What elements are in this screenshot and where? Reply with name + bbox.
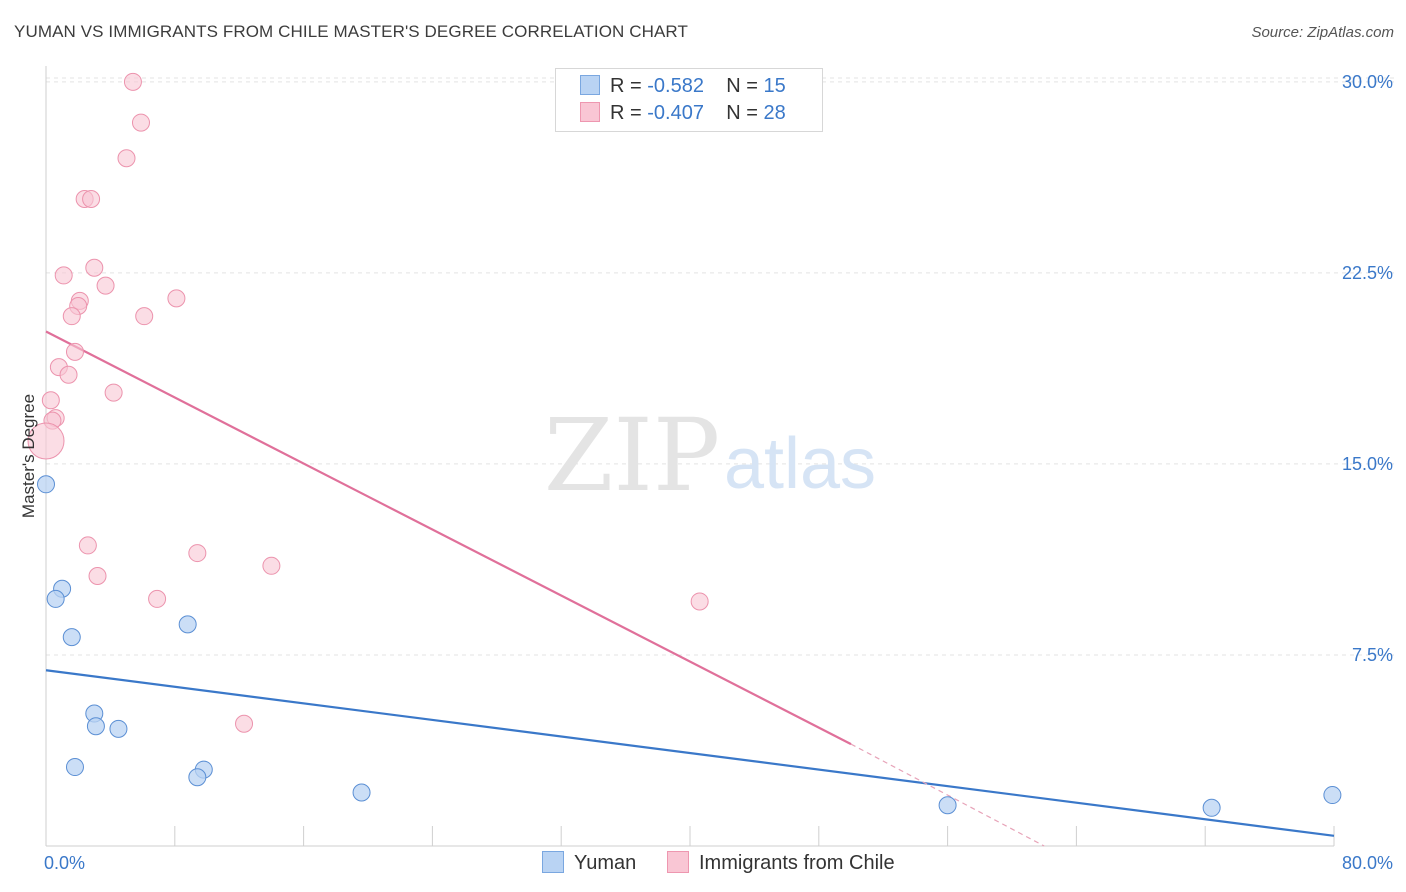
x-tick-label: 80.0%	[1342, 853, 1393, 873]
yuman-trend-line	[45, 669, 1335, 837]
chile-point	[62, 307, 81, 326]
yuman-point	[1202, 798, 1221, 817]
chile-point	[117, 149, 136, 168]
chile-point	[262, 556, 281, 575]
chile-point	[135, 307, 154, 326]
yuman-point	[1323, 786, 1342, 805]
yuman-legend-swatch	[542, 851, 564, 873]
yuman-point	[178, 615, 197, 634]
chile-trend-extension	[850, 743, 1045, 847]
yuman-r-value: -0.582	[647, 75, 704, 97]
yuman-legend-label: Yuman	[574, 852, 637, 874]
y-tick-label: 30.0%	[1342, 72, 1393, 92]
chile-point	[690, 592, 709, 611]
chile-point	[123, 72, 142, 91]
chile-point	[82, 190, 101, 209]
yuman-point	[352, 783, 371, 802]
y-axis-title: Master's Degree	[19, 394, 38, 518]
label-layer: 7.5% 15.0% 22.5% 30.0% 0.0% 80.0% Master's Deg…	[19, 72, 1393, 873]
chile-point	[88, 566, 107, 585]
yuman-point	[65, 758, 84, 777]
chile-legend-label: Immigrants from Chile	[699, 852, 895, 874]
yuman-point	[62, 628, 81, 647]
chile-point	[235, 714, 254, 733]
chile-point	[65, 342, 84, 361]
chile-point	[78, 536, 97, 555]
chile-point	[41, 391, 60, 410]
chart-title: YUMAN VS IMMIGRANTS FROM CHILE MASTER'S …	[14, 22, 688, 41]
source-credit: Source: ZipAtlas.com	[1251, 24, 1394, 41]
chile-swatch	[580, 102, 600, 122]
chile-point	[85, 258, 104, 277]
r-label: R =	[610, 75, 642, 97]
y-tick-label: 15.0%	[1342, 454, 1393, 474]
watermark: ZIP atlas	[544, 397, 876, 514]
point-layer	[27, 72, 1342, 817]
chile-point	[148, 589, 167, 608]
chile-point	[59, 365, 78, 384]
chile-trend-line	[45, 330, 852, 746]
n-label: N =	[726, 75, 758, 97]
chile-point	[27, 422, 65, 460]
watermark-atlas: atlas	[724, 424, 876, 504]
yuman-point	[938, 796, 957, 815]
series-legend-yuman[interactable]: Yuman	[542, 851, 636, 875]
yuman-swatch	[580, 75, 600, 95]
stats-legend-row-chile: R = -0.407 N = 28	[580, 102, 786, 128]
x-tick-label: 0.0%	[44, 853, 85, 873]
stats-legend-row-yuman: R = -0.582 N = 15	[580, 75, 786, 101]
chile-point	[131, 113, 150, 132]
stats-legend: R = -0.582 N = 15 R = -0.407 N = 28	[555, 68, 823, 132]
chile-point	[167, 289, 186, 308]
chile-point	[96, 276, 115, 295]
yuman-point	[37, 475, 55, 494]
chile-legend-swatch	[667, 851, 689, 873]
yuman-point	[109, 719, 128, 738]
chile-point	[54, 266, 73, 285]
chile-n-value: 28	[763, 102, 786, 124]
watermark-zip: ZIP	[544, 397, 720, 514]
series-legend-chile[interactable]: Immigrants from Chile	[667, 851, 895, 875]
yuman-point	[188, 768, 207, 787]
grid-layer	[46, 77, 1394, 656]
r-label: R =	[610, 102, 642, 124]
yuman-n-value: 15	[763, 75, 786, 97]
chile-r-value: -0.407	[647, 102, 704, 124]
yuman-point	[86, 717, 105, 736]
trend-layer	[45, 330, 1335, 847]
y-tick-label: 7.5%	[1352, 645, 1393, 665]
y-tick-label: 22.5%	[1342, 263, 1393, 283]
yuman-point	[46, 589, 65, 608]
chile-point	[104, 383, 123, 402]
n-label: N =	[726, 102, 758, 124]
chile-point	[188, 544, 207, 563]
